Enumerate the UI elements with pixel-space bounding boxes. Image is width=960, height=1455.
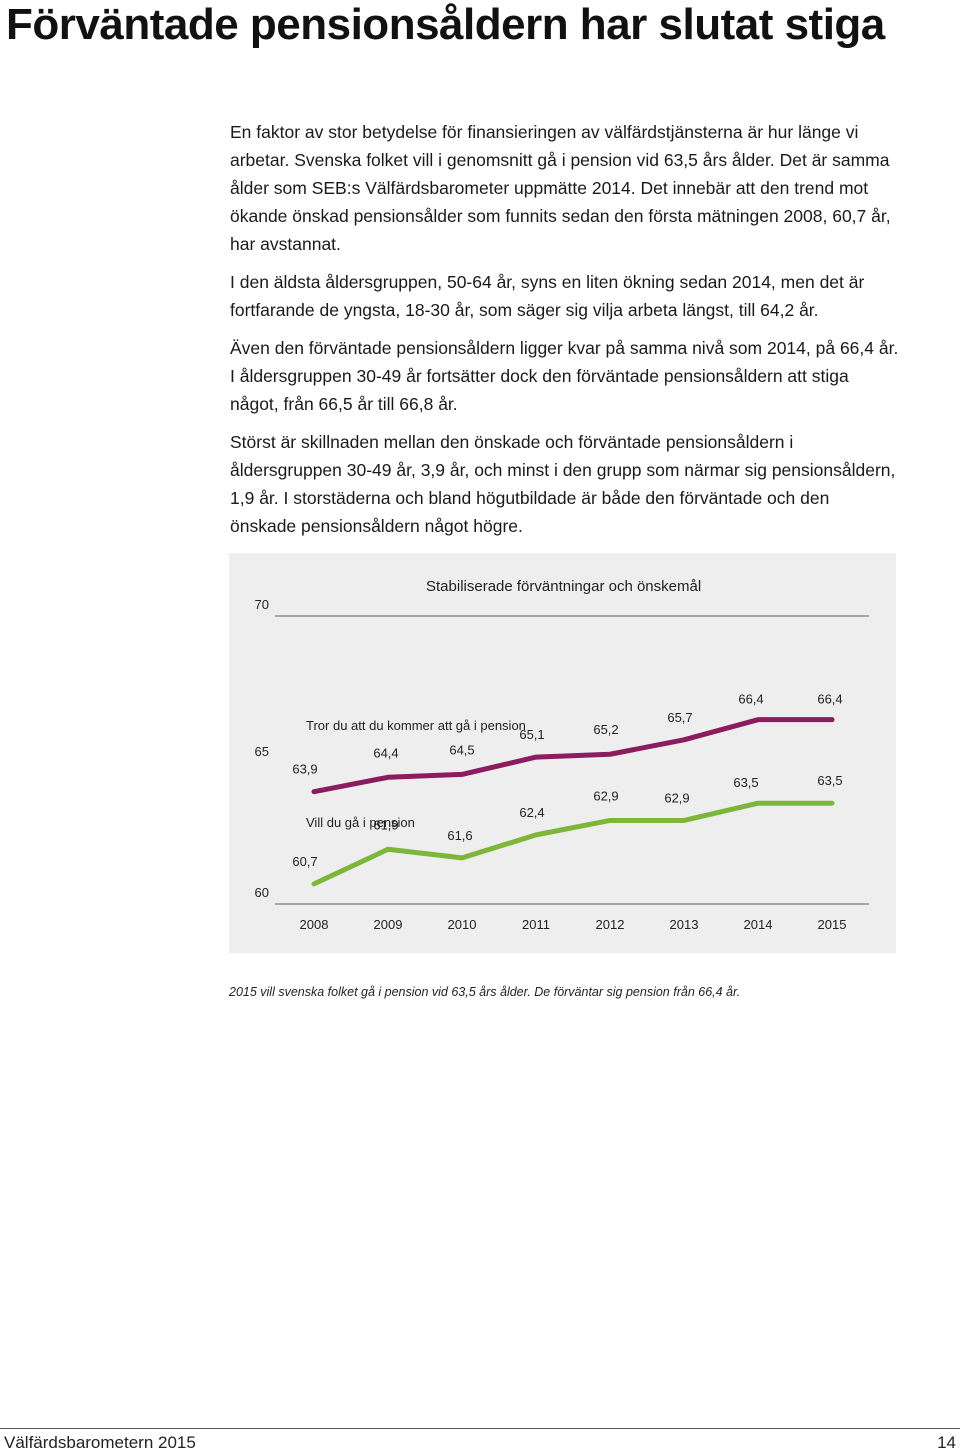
footer-divider	[0, 1428, 960, 1429]
y-tick-label-70: 70	[255, 597, 269, 612]
page-title: Förväntade pensionsåldern har slutat sti…	[6, 0, 885, 49]
data-label-s2-2009: 61,9	[373, 817, 398, 832]
series-line-2	[311, 800, 835, 887]
data-label-s2-2012: 62,9	[593, 788, 618, 803]
data-label-s1-2008: 63,9	[292, 762, 317, 777]
chart-title: Stabiliserade förväntningar och önskemål	[426, 578, 701, 595]
x-tick-label-2009: 2009	[374, 917, 403, 932]
series-line-1	[311, 717, 835, 795]
x-tick-label-2010: 2010	[448, 917, 477, 932]
body-text: En faktor av stor betydelse för finansie…	[230, 118, 900, 550]
data-label-s1-2013: 65,7	[667, 710, 692, 725]
data-label-s1-2010: 64,5	[449, 742, 474, 757]
data-label-s1-2009: 64,4	[373, 745, 398, 760]
paragraph-2: I den äldsta åldersgruppen, 50-64 år, sy…	[230, 272, 865, 320]
data-label-s2-2013: 62,9	[664, 790, 689, 805]
x-tick-label-2015: 2015	[818, 917, 847, 932]
data-label-s1-2015: 66,4	[817, 692, 842, 707]
x-tick-label-2013: 2013	[670, 917, 699, 932]
y-tick-label-65: 65	[255, 744, 269, 759]
data-label-s2-2014: 63,5	[733, 775, 758, 790]
series-name-label-2: Vill du gå i pension	[306, 815, 415, 830]
data-label-s1-2014: 66,4	[738, 692, 763, 707]
data-label-s2-2008: 60,7	[292, 854, 317, 869]
footer-publication: Välfärdsbarometern 2015	[4, 1433, 196, 1452]
data-label-s1-2011: 65,1	[519, 727, 544, 742]
data-label-s2-2010: 61,6	[447, 828, 472, 843]
paragraph-4: Störst är skillnaden mellan den önskade …	[230, 432, 896, 536]
data-label-s1-2012: 65,2	[593, 722, 618, 737]
chart-panel: Stabiliserade förväntningar och önskemål…	[229, 553, 896, 953]
x-tick-label-2014: 2014	[744, 917, 773, 932]
line-chart: Stabiliserade förväntningar och önskemål…	[255, 578, 869, 932]
x-tick-label-2012: 2012	[596, 917, 625, 932]
paragraph-3: Även den förväntade pensionsåldern ligge…	[230, 338, 899, 414]
data-label-s2-2011: 62,4	[519, 805, 544, 820]
y-tick-label-60: 60	[255, 885, 269, 900]
data-label-s2-2015: 63,5	[817, 773, 842, 788]
x-tick-label-2011: 2011	[522, 917, 550, 932]
x-tick-label-2008: 2008	[300, 917, 329, 932]
footer-page-number: 14	[937, 1433, 956, 1452]
chart-caption: 2015 vill svenska folket gå i pension vi…	[229, 985, 741, 999]
paragraph-1: En faktor av stor betydelse för finansie…	[230, 122, 891, 254]
series-name-label-1: Tror du att du kommer att gå i pension	[306, 718, 526, 733]
